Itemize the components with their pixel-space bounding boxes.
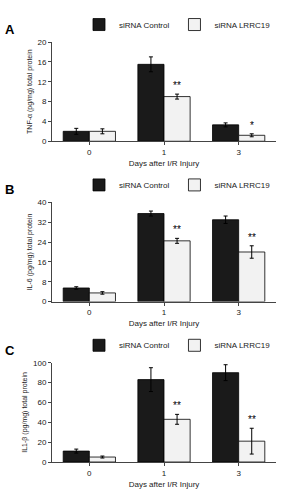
svg-text:**: ** <box>248 414 256 425</box>
svg-text:**: ** <box>173 80 181 91</box>
svg-text:**: ** <box>173 224 181 235</box>
svg-text:B: B <box>5 182 14 197</box>
svg-text:0: 0 <box>42 297 47 306</box>
svg-text:20: 20 <box>37 438 46 447</box>
svg-text:Days after I/R Injury: Days after I/R Injury <box>129 480 200 489</box>
svg-text:0: 0 <box>87 308 92 317</box>
svg-text:Days after I/R Injury: Days after I/R Injury <box>129 159 200 168</box>
svg-text:16: 16 <box>37 258 46 267</box>
svg-text:32: 32 <box>37 218 46 227</box>
svg-text:*: * <box>250 120 254 131</box>
svg-text:4: 4 <box>42 117 47 126</box>
svg-text:3: 3 <box>236 308 241 317</box>
svg-text:1: 1 <box>162 308 167 317</box>
svg-text:IL-6 (pg/mg) total protein: IL-6 (pg/mg) total protein <box>26 214 34 291</box>
svg-text:40: 40 <box>37 198 46 207</box>
svg-text:1: 1 <box>162 148 167 157</box>
svg-text:siRNA LRRC19: siRNA LRRC19 <box>214 181 270 190</box>
svg-text:80: 80 <box>37 378 46 387</box>
svg-text:40: 40 <box>37 418 46 427</box>
svg-text:siRNA Control: siRNA Control <box>119 21 169 30</box>
svg-text:siRNA Control: siRNA Control <box>119 341 169 350</box>
svg-text:20: 20 <box>37 38 46 47</box>
svg-text:24: 24 <box>37 238 46 247</box>
svg-text:IL1-β (pg/mg) total protein: IL1-β (pg/mg) total protein <box>21 372 29 453</box>
svg-text:A: A <box>5 22 15 37</box>
svg-text:0: 0 <box>42 458 47 467</box>
svg-text:60: 60 <box>37 398 46 407</box>
svg-text:16: 16 <box>37 58 46 67</box>
svg-text:0: 0 <box>42 137 47 146</box>
svg-text:C: C <box>5 343 15 358</box>
svg-text:0: 0 <box>87 469 92 478</box>
svg-text:12: 12 <box>37 78 46 87</box>
svg-text:Days after I/R Injury: Days after I/R Injury <box>129 319 200 328</box>
svg-text:**: ** <box>173 400 181 411</box>
svg-text:3: 3 <box>236 148 241 157</box>
svg-text:8: 8 <box>42 97 47 106</box>
svg-text:siRNA Control: siRNA Control <box>119 181 169 190</box>
svg-text:siRNA LRRC19: siRNA LRRC19 <box>214 21 270 30</box>
svg-text:3: 3 <box>236 469 241 478</box>
svg-text:0: 0 <box>87 148 92 157</box>
svg-text:**: ** <box>248 232 256 243</box>
svg-text:8: 8 <box>42 278 47 287</box>
svg-text:100: 100 <box>33 359 47 368</box>
svg-text:1: 1 <box>162 469 167 478</box>
svg-text:TNF-α (pg/mg) total protein: TNF-α (pg/mg) total protein <box>26 49 34 134</box>
svg-text:siRNA LRRC19: siRNA LRRC19 <box>214 341 270 350</box>
